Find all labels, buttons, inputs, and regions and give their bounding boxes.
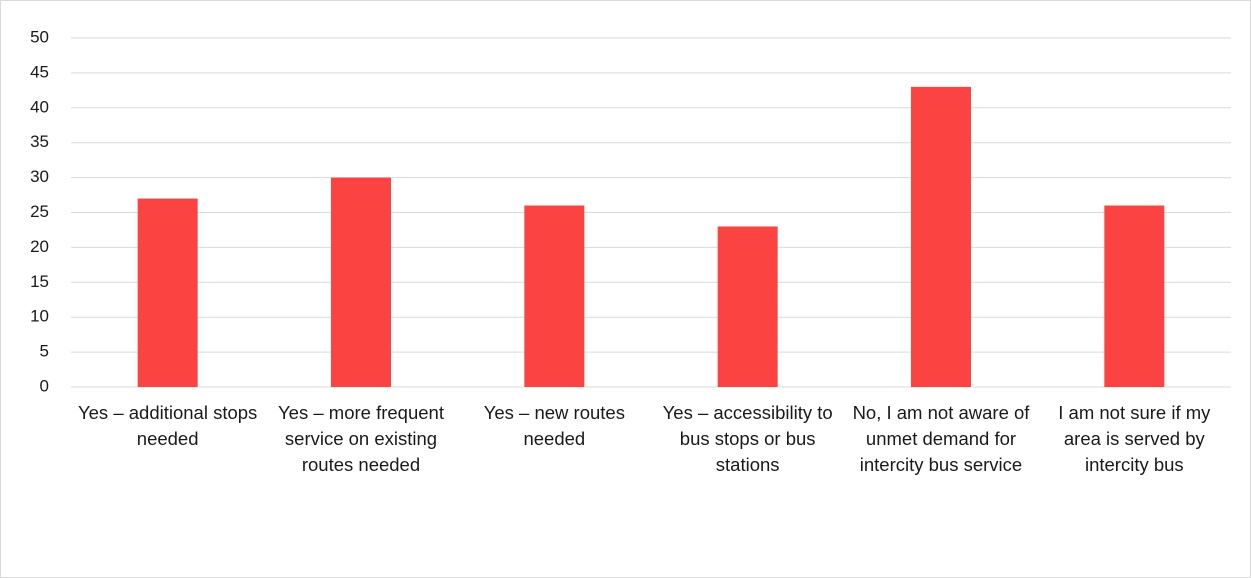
- x-tick-label: Yes – additional stops needed: [78, 402, 258, 449]
- y-tick-label: 0: [40, 376, 49, 395]
- y-tick-label: 10: [30, 307, 49, 326]
- bar: [331, 177, 391, 387]
- y-tick-label: 35: [30, 132, 49, 151]
- bar: [137, 198, 198, 387]
- y-tick-label: 50: [30, 27, 49, 46]
- bar: [717, 226, 778, 387]
- x-tick-label: Yes – more frequent service on existing …: [278, 402, 444, 475]
- y-tick-label: 15: [30, 272, 49, 291]
- x-tick-label: No, I am not aware of unmet demand for i…: [852, 402, 1030, 475]
- y-tick-label: 25: [30, 202, 49, 221]
- bar: [911, 86, 971, 388]
- y-tick-label: 20: [30, 237, 49, 256]
- y-tick-label: 5: [40, 342, 49, 361]
- x-tick-label: Yes – new routes needed: [483, 402, 625, 449]
- x-tick-label: I am not sure if my area is served by in…: [1058, 402, 1211, 475]
- y-tick-label: 45: [30, 62, 49, 81]
- y-tick-label: 30: [30, 167, 49, 186]
- bar: [1104, 205, 1165, 387]
- x-tick-label: Yes – accessibility to bus stops or bus …: [662, 402, 833, 475]
- y-tick-label: 40: [30, 97, 49, 116]
- bar: [524, 205, 585, 387]
